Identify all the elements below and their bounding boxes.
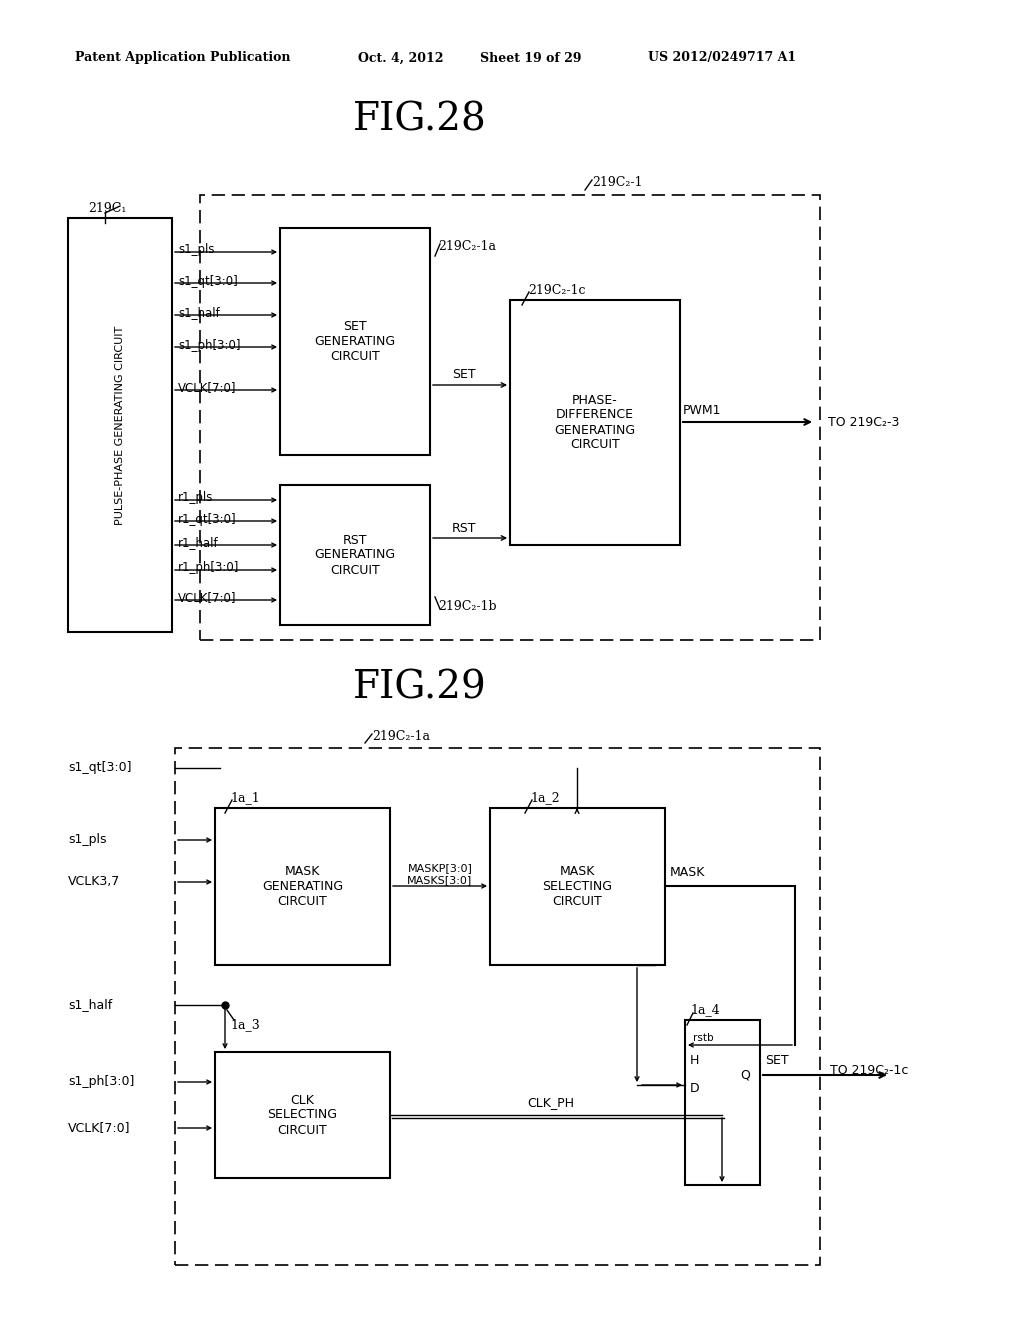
Text: s1_ph[3:0]: s1_ph[3:0]	[178, 338, 241, 351]
Text: US 2012/0249717 A1: US 2012/0249717 A1	[648, 51, 796, 65]
Text: s1_half: s1_half	[68, 998, 113, 1011]
Text: s1_qt[3:0]: s1_qt[3:0]	[178, 275, 238, 288]
Text: 1a_1: 1a_1	[230, 792, 260, 804]
Text: r1_ph[3:0]: r1_ph[3:0]	[178, 561, 240, 574]
Text: PULSE-PHASE GENERATING CIRCUIT: PULSE-PHASE GENERATING CIRCUIT	[115, 325, 125, 524]
Text: s1_pls: s1_pls	[178, 243, 214, 256]
Bar	[175, 748, 820, 1265]
Bar	[510, 300, 680, 545]
Text: r1_qt[3:0]: r1_qt[3:0]	[178, 512, 237, 525]
Bar	[490, 808, 665, 965]
Text: TO 219C₂-1c: TO 219C₂-1c	[830, 1064, 908, 1077]
Text: Oct. 4, 2012: Oct. 4, 2012	[358, 51, 443, 65]
Bar	[280, 228, 430, 455]
Text: 219C₂-1: 219C₂-1	[592, 176, 642, 189]
Text: D: D	[690, 1081, 699, 1094]
Text: 219C₂-1b: 219C₂-1b	[438, 601, 497, 614]
Bar	[200, 195, 820, 640]
Text: r1_pls: r1_pls	[178, 491, 213, 504]
Text: CLK
SELECTING
CIRCUIT: CLK SELECTING CIRCUIT	[267, 1093, 338, 1137]
Text: 1a_4: 1a_4	[690, 1003, 720, 1016]
Text: TO 219C₂-3: TO 219C₂-3	[828, 416, 899, 429]
Text: VCLK[7:0]: VCLK[7:0]	[178, 381, 237, 395]
Text: SET: SET	[765, 1055, 788, 1068]
Bar	[215, 1052, 390, 1177]
Bar	[215, 808, 390, 965]
Text: Sheet 19 of 29: Sheet 19 of 29	[480, 51, 582, 65]
Text: MASKP[3:0]
MASKS[3:0]: MASKP[3:0] MASKS[3:0]	[408, 863, 473, 884]
Text: s1_half: s1_half	[178, 306, 220, 319]
Text: 219C₂-1a: 219C₂-1a	[372, 730, 430, 742]
Text: CLK_PH: CLK_PH	[527, 1097, 574, 1110]
Text: Q: Q	[740, 1068, 750, 1081]
Text: r1_half: r1_half	[178, 536, 219, 549]
Text: rstb: rstb	[693, 1034, 714, 1043]
Text: FIG.29: FIG.29	[353, 669, 486, 706]
Text: MASK: MASK	[670, 866, 706, 879]
Text: MASK
GENERATING
CIRCUIT: MASK GENERATING CIRCUIT	[262, 865, 343, 908]
Text: PWM1: PWM1	[683, 404, 722, 417]
Text: VCLK[7:0]: VCLK[7:0]	[68, 1122, 130, 1134]
Text: Patent Application Publication: Patent Application Publication	[75, 51, 291, 65]
Text: PHASE-
DIFFERENCE
GENERATING
CIRCUIT: PHASE- DIFFERENCE GENERATING CIRCUIT	[554, 393, 636, 451]
Text: SET: SET	[452, 368, 475, 381]
Text: H: H	[690, 1053, 699, 1067]
Text: 1a_2: 1a_2	[530, 792, 560, 804]
Text: s1_ph[3:0]: s1_ph[3:0]	[68, 1076, 134, 1089]
Text: SET
GENERATING
CIRCUIT: SET GENERATING CIRCUIT	[314, 319, 395, 363]
Bar	[280, 484, 430, 624]
Text: MASK
SELECTING
CIRCUIT: MASK SELECTING CIRCUIT	[543, 865, 612, 908]
Text: 1a_3: 1a_3	[230, 1019, 260, 1031]
Text: 219C₁: 219C₁	[88, 202, 126, 214]
Text: RST
GENERATING
CIRCUIT: RST GENERATING CIRCUIT	[314, 533, 395, 577]
Text: 219C₂-1a: 219C₂-1a	[438, 239, 496, 252]
Text: RST: RST	[452, 521, 476, 535]
Bar	[685, 1020, 760, 1185]
Text: 219C₂-1c: 219C₂-1c	[528, 284, 586, 297]
Text: s1_qt[3:0]: s1_qt[3:0]	[68, 762, 131, 775]
Text: VCLK[7:0]: VCLK[7:0]	[178, 591, 237, 605]
Text: s1_pls: s1_pls	[68, 833, 106, 846]
Text: VCLK3,7: VCLK3,7	[68, 875, 120, 888]
Bar	[68, 218, 172, 632]
Text: FIG.28: FIG.28	[353, 102, 486, 139]
